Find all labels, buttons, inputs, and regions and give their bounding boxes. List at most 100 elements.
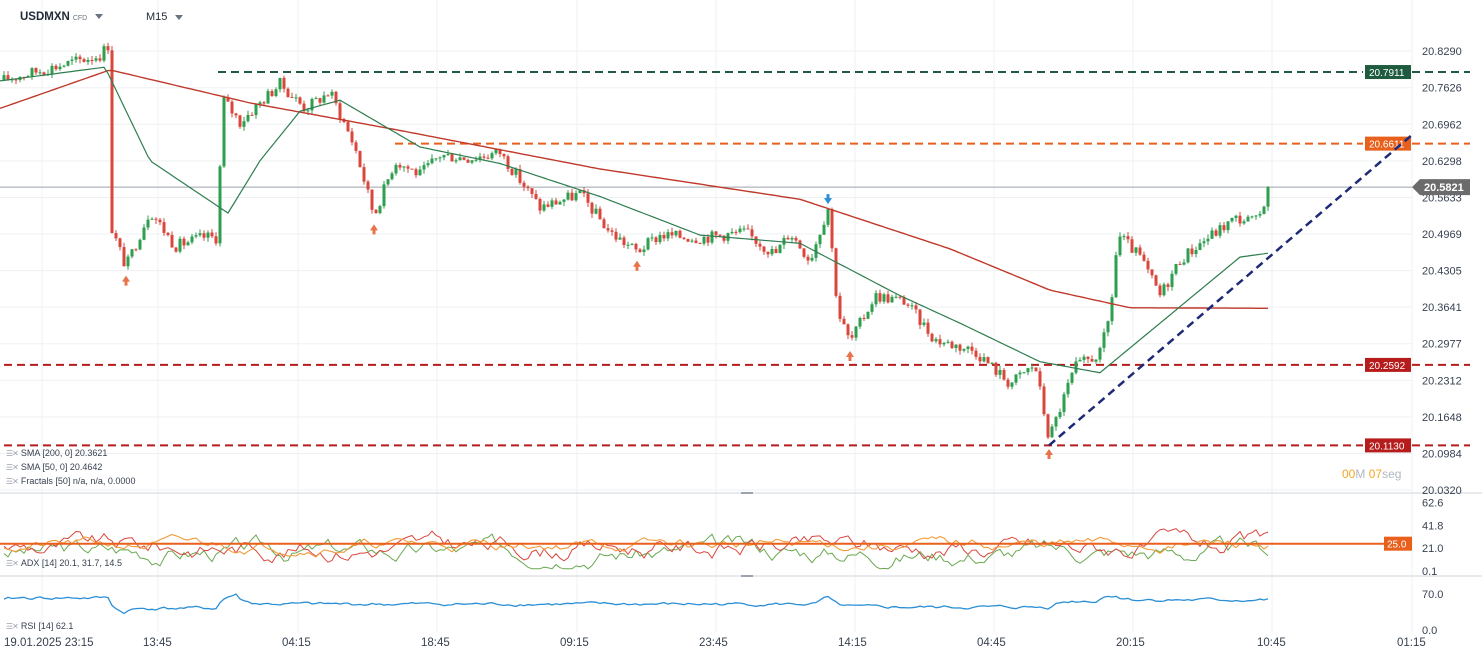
candle [302,100,306,114]
settings-close-icon[interactable]: ☰✕ [6,477,19,486]
candle [122,242,126,267]
candle [786,235,790,240]
candle [614,228,618,243]
adx-panel[interactable]: 62.6 41.8 21.0 0.1 25.0 [0,498,1443,578]
current-price-label: 20.5821 [1424,182,1464,194]
candle [350,128,354,146]
fractal-arrow-down-icon [824,194,832,205]
candle [674,230,678,238]
trend-line[interactable] [1048,132,1415,447]
candle [550,198,554,210]
candle [774,246,778,254]
rsi-panel[interactable]: 70.0 0.0 [3,589,1443,637]
candle [1210,227,1214,240]
settings-close-icon[interactable]: ☰✕ [6,622,19,631]
candle [678,229,682,239]
indicator-legend-fractals[interactable]: ☰✕ Fractals [50] n/a, n/a, 0.0000 [6,476,135,486]
candle [1034,367,1038,372]
resize-handle[interactable] [741,492,753,494]
candle [174,246,178,253]
candle [1142,251,1146,262]
candle [158,217,162,226]
candle [958,343,962,355]
candle [506,154,510,173]
level-label: 20.7911 [1369,68,1405,79]
candle [1174,263,1178,276]
candles[interactable] [2,42,1270,440]
time-axis[interactable]: 19.01.2025 23:15 13:45 04:15 18:45 09:15 23:4… [4,637,1426,649]
candle [834,247,838,298]
candle [1218,222,1222,239]
candle [646,237,650,251]
level-tag [1365,65,1411,80]
candle [330,89,334,99]
candle [766,251,770,258]
sma200-line[interactable] [0,69,1268,309]
symbol-selector[interactable]: USDMXN CFD [20,11,104,23]
adx-minus-di-line [3,528,1269,564]
candle [386,179,390,187]
candle [794,235,798,244]
settings-close-icon[interactable]: ☰✕ [6,449,19,458]
candle [30,67,34,80]
candle [58,63,62,71]
candle [1050,424,1054,438]
candle [682,236,686,240]
resize-handle[interactable] [741,575,753,577]
candle [978,353,982,365]
timeframe-selector[interactable]: M15 [146,11,184,23]
candle [1062,391,1066,416]
candle [334,90,338,106]
settings-close-icon[interactable]: ☰✕ [6,559,19,568]
price-axis[interactable]: 20.8290 20.7626 20.6962 20.6298 20.5633 20.49… [1422,46,1462,497]
time-label: 13:45 [143,637,172,649]
candle [754,236,758,248]
candle [454,158,458,164]
candle [750,225,754,241]
candle [230,99,234,118]
candle [1226,221,1230,234]
indicator-legend-sma50[interactable]: ☰✕ SMA [50, 0] 20.4642 [6,462,102,472]
candle [166,231,170,237]
candle [594,204,598,215]
indicator-legend-sma200[interactable]: ☰✕ SMA [200, 0] 20.3621 [6,448,107,458]
candle [1082,354,1086,364]
price-tick-label: 20.1648 [1422,412,1462,424]
indicator-label: SMA [200, 0] 20.3621 [20,448,108,458]
candle [190,233,194,245]
sma50-line[interactable] [0,66,1269,374]
candle [366,179,370,194]
candle [1178,261,1182,265]
candle [430,154,434,165]
settings-close-icon[interactable]: ☰✕ [6,463,19,472]
candle [638,247,642,253]
indicator-legend-rsi[interactable]: ☰✕ RSI [14] 62.1 [6,621,73,631]
candle [346,119,350,132]
candle [370,189,374,214]
candle [826,208,830,228]
candle [662,231,666,242]
indicator-legend-adx[interactable]: ☰✕ ADX [14] 20.1, 31.7, 14.5 [6,558,122,568]
candle [702,235,706,246]
candle [150,217,154,220]
candle [450,152,454,162]
candle [458,153,462,161]
candle [818,234,822,249]
time-label: 18:45 [421,637,450,649]
candle [238,114,242,129]
candle [922,318,926,327]
candle [1058,408,1062,419]
candle [1042,383,1046,417]
price-tick-label: 20.2312 [1422,375,1462,387]
candle [1014,374,1018,386]
candle [1214,228,1218,237]
candle [962,348,966,353]
candle [490,151,494,161]
candle [618,233,622,240]
candle [1230,217,1234,223]
indicator-label: SMA [50, 0] 20.4642 [20,462,103,472]
candle [86,57,90,65]
candle [1138,244,1142,256]
